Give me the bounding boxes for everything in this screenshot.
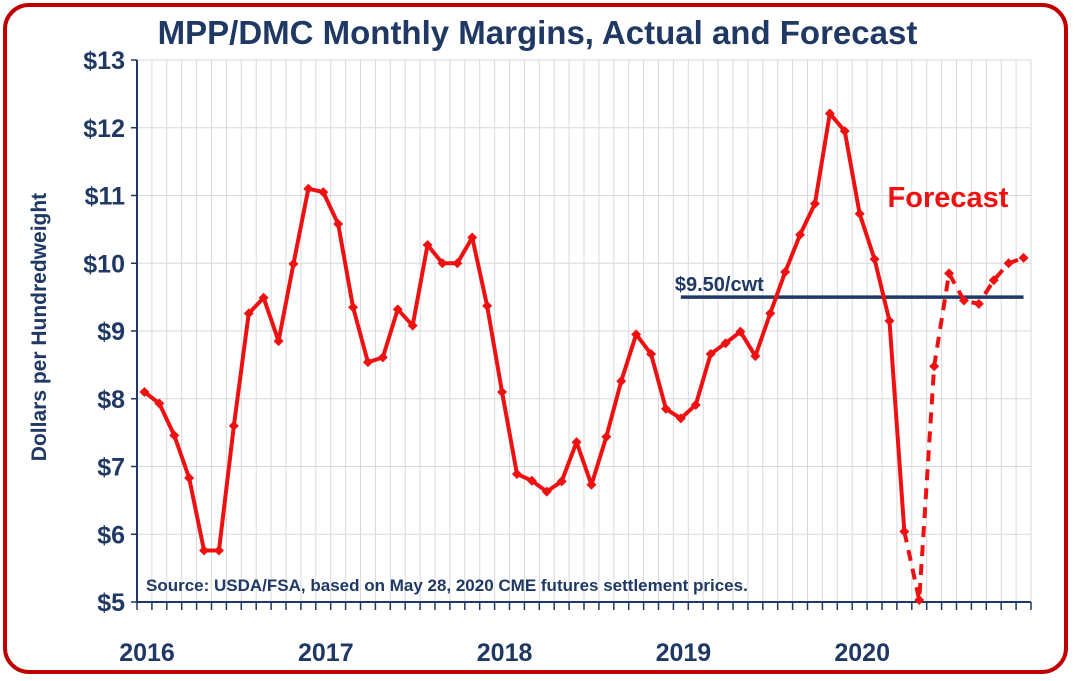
data-point bbox=[199, 545, 210, 556]
data-point bbox=[511, 468, 522, 479]
x-tick-label: 2016 bbox=[119, 639, 175, 667]
data-point bbox=[750, 351, 761, 362]
data-point bbox=[169, 430, 180, 441]
y-tick-label: $11 bbox=[85, 183, 125, 211]
data-point bbox=[154, 398, 165, 409]
data-point bbox=[258, 292, 269, 303]
data-point bbox=[571, 437, 582, 448]
data-point bbox=[273, 336, 284, 347]
data-point bbox=[333, 218, 344, 229]
data-point bbox=[437, 258, 448, 269]
data-point bbox=[422, 239, 433, 250]
data-point bbox=[765, 308, 776, 319]
data-point bbox=[526, 475, 537, 486]
x-tick-label: 2019 bbox=[656, 639, 712, 667]
data-point bbox=[362, 357, 373, 368]
data-point bbox=[914, 594, 925, 605]
series-group bbox=[139, 108, 1029, 605]
y-tick-label: $8 bbox=[97, 386, 125, 414]
data-point bbox=[318, 187, 329, 198]
data-point bbox=[839, 126, 850, 137]
data-point bbox=[824, 108, 835, 119]
data-point bbox=[660, 403, 671, 414]
data-point bbox=[467, 232, 478, 243]
data-point bbox=[452, 258, 463, 269]
data-point bbox=[586, 479, 597, 490]
data-point bbox=[497, 386, 508, 397]
data-point bbox=[228, 420, 239, 431]
data-point bbox=[675, 413, 686, 424]
data-point bbox=[1018, 252, 1029, 263]
data-point bbox=[556, 476, 567, 487]
data-point bbox=[690, 399, 701, 410]
data-point bbox=[482, 300, 493, 311]
y-tick-label: $5 bbox=[97, 589, 125, 617]
data-point bbox=[944, 268, 955, 279]
y-tick-label: $10 bbox=[83, 250, 125, 278]
x-tick-labels: 2016 2017 2018 2019 2020 bbox=[119, 639, 890, 667]
grid bbox=[136, 59, 1032, 603]
y-tick-label: $13 bbox=[83, 47, 125, 75]
data-point bbox=[854, 208, 865, 219]
y-tick-label: $9 bbox=[97, 318, 125, 346]
x-tick-label: 2018 bbox=[477, 639, 533, 667]
chart-title: MPP/DMC Monthly Margins, Actual and Fore… bbox=[157, 14, 918, 51]
data-point bbox=[720, 338, 731, 349]
data-point bbox=[303, 183, 314, 194]
data-point bbox=[988, 275, 999, 286]
data-point bbox=[616, 376, 627, 387]
data-point bbox=[958, 295, 969, 306]
data-point bbox=[243, 308, 254, 319]
y-tick-label: $6 bbox=[97, 521, 125, 549]
data-point bbox=[780, 267, 791, 278]
y-axis-label: Dollars per Hundredweight bbox=[28, 193, 51, 461]
reference-line-group: $9.50/cwt bbox=[675, 274, 1024, 299]
data-point bbox=[884, 315, 895, 326]
actual-line bbox=[143, 111, 907, 553]
data-point bbox=[392, 304, 403, 315]
data-point bbox=[973, 298, 984, 309]
data-point bbox=[809, 198, 820, 209]
y-tick-label: $12 bbox=[83, 115, 125, 143]
axes bbox=[131, 59, 1032, 610]
data-point bbox=[869, 254, 880, 265]
data-point bbox=[735, 326, 746, 337]
data-point bbox=[631, 329, 642, 340]
data-point bbox=[646, 349, 657, 360]
y-tick-label: $7 bbox=[97, 454, 125, 482]
source-note: Source: USDA/FSA, based on May 28, 2020 … bbox=[146, 576, 748, 595]
data-point bbox=[407, 320, 418, 331]
data-point bbox=[541, 486, 552, 497]
data-point bbox=[601, 431, 612, 442]
data-point bbox=[795, 229, 806, 240]
forecast-line bbox=[902, 255, 1025, 602]
x-tick-label: 2020 bbox=[834, 639, 890, 667]
data-point bbox=[184, 473, 195, 484]
data-point bbox=[377, 352, 388, 363]
y-tick-labels: $5 $6 $7 $8 $9 $10 $11 $12 $13 bbox=[83, 47, 125, 617]
forecast-annotation: Forecast bbox=[888, 182, 1009, 214]
data-point bbox=[705, 349, 716, 360]
x-tick-label: 2017 bbox=[298, 639, 354, 667]
data-point bbox=[288, 258, 299, 269]
data-point bbox=[139, 386, 150, 397]
data-point bbox=[348, 302, 359, 313]
reference-line-label: $9.50/cwt bbox=[675, 274, 764, 296]
data-point bbox=[929, 361, 940, 372]
data-point bbox=[213, 545, 224, 556]
data-point bbox=[1003, 258, 1014, 269]
